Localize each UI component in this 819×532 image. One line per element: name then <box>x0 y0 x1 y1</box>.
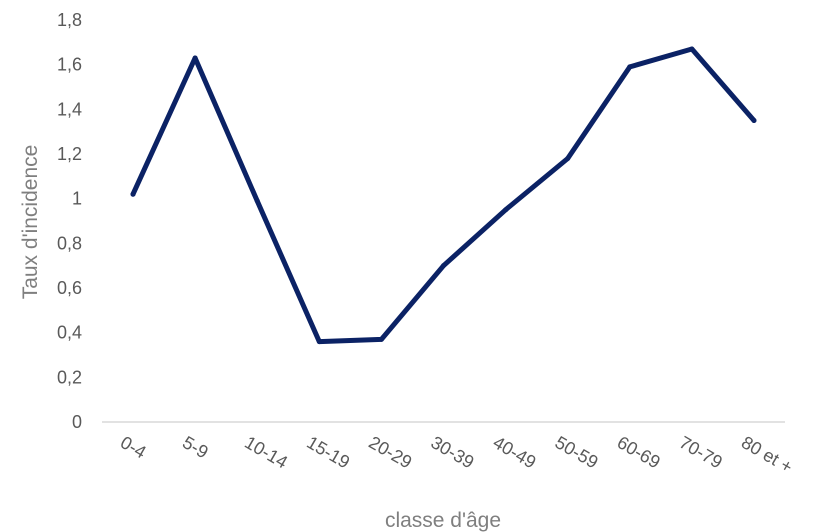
x-axis-ticks: 0-4 5-9 10-14 15-19 20-29 30-39 40-49 50-59 60-6… <box>117 432 796 477</box>
x-tick-label: 70-79 <box>676 432 726 472</box>
data-point <box>503 207 509 213</box>
y-axis-ticks: 0 0,2 0,4 0,6 0,8 1 1,2 1,4 1,6 1,8 <box>57 10 82 432</box>
y-tick-label: 0,6 <box>57 278 82 298</box>
data-point <box>751 118 757 123</box>
x-tick-label: 0-4 <box>117 432 150 462</box>
y-tick-label: 1,2 <box>57 144 82 164</box>
y-tick-label: 1,6 <box>57 55 82 75</box>
x-tick-label: 50-59 <box>552 432 602 472</box>
y-tick-label: 1,8 <box>57 10 82 30</box>
data-point <box>316 339 322 345</box>
data-point <box>130 191 136 197</box>
data-point <box>627 64 633 70</box>
y-axis-title: Taux d'incidence <box>19 145 42 300</box>
x-tick-label: 5-9 <box>179 432 212 462</box>
data-point <box>192 55 198 61</box>
x-axis-title: classe d'âge <box>385 509 501 532</box>
x-tick-label: 80 et + <box>738 432 796 477</box>
data-point <box>689 46 695 52</box>
y-tick-label: 0,2 <box>57 367 82 387</box>
x-tick-label: 60-69 <box>614 432 664 472</box>
x-tick-label: 40-49 <box>490 432 540 472</box>
data-point <box>565 155 571 161</box>
y-tick-label: 0 <box>72 412 82 432</box>
x-tick-label: 20-29 <box>365 432 415 472</box>
series-group <box>130 46 757 345</box>
x-tick-label: 10-14 <box>241 432 291 472</box>
y-tick-label: 0,8 <box>57 233 82 253</box>
y-tick-label: 1 <box>72 189 82 209</box>
x-tick-label: 30-39 <box>428 432 478 472</box>
data-point <box>254 198 260 204</box>
y-tick-label: 0,4 <box>57 323 82 343</box>
series-line <box>130 46 757 345</box>
data-point <box>441 263 446 269</box>
x-tick-label: 15-19 <box>303 432 353 472</box>
data-point <box>378 336 384 342</box>
y-tick-label: 1,4 <box>57 99 82 119</box>
